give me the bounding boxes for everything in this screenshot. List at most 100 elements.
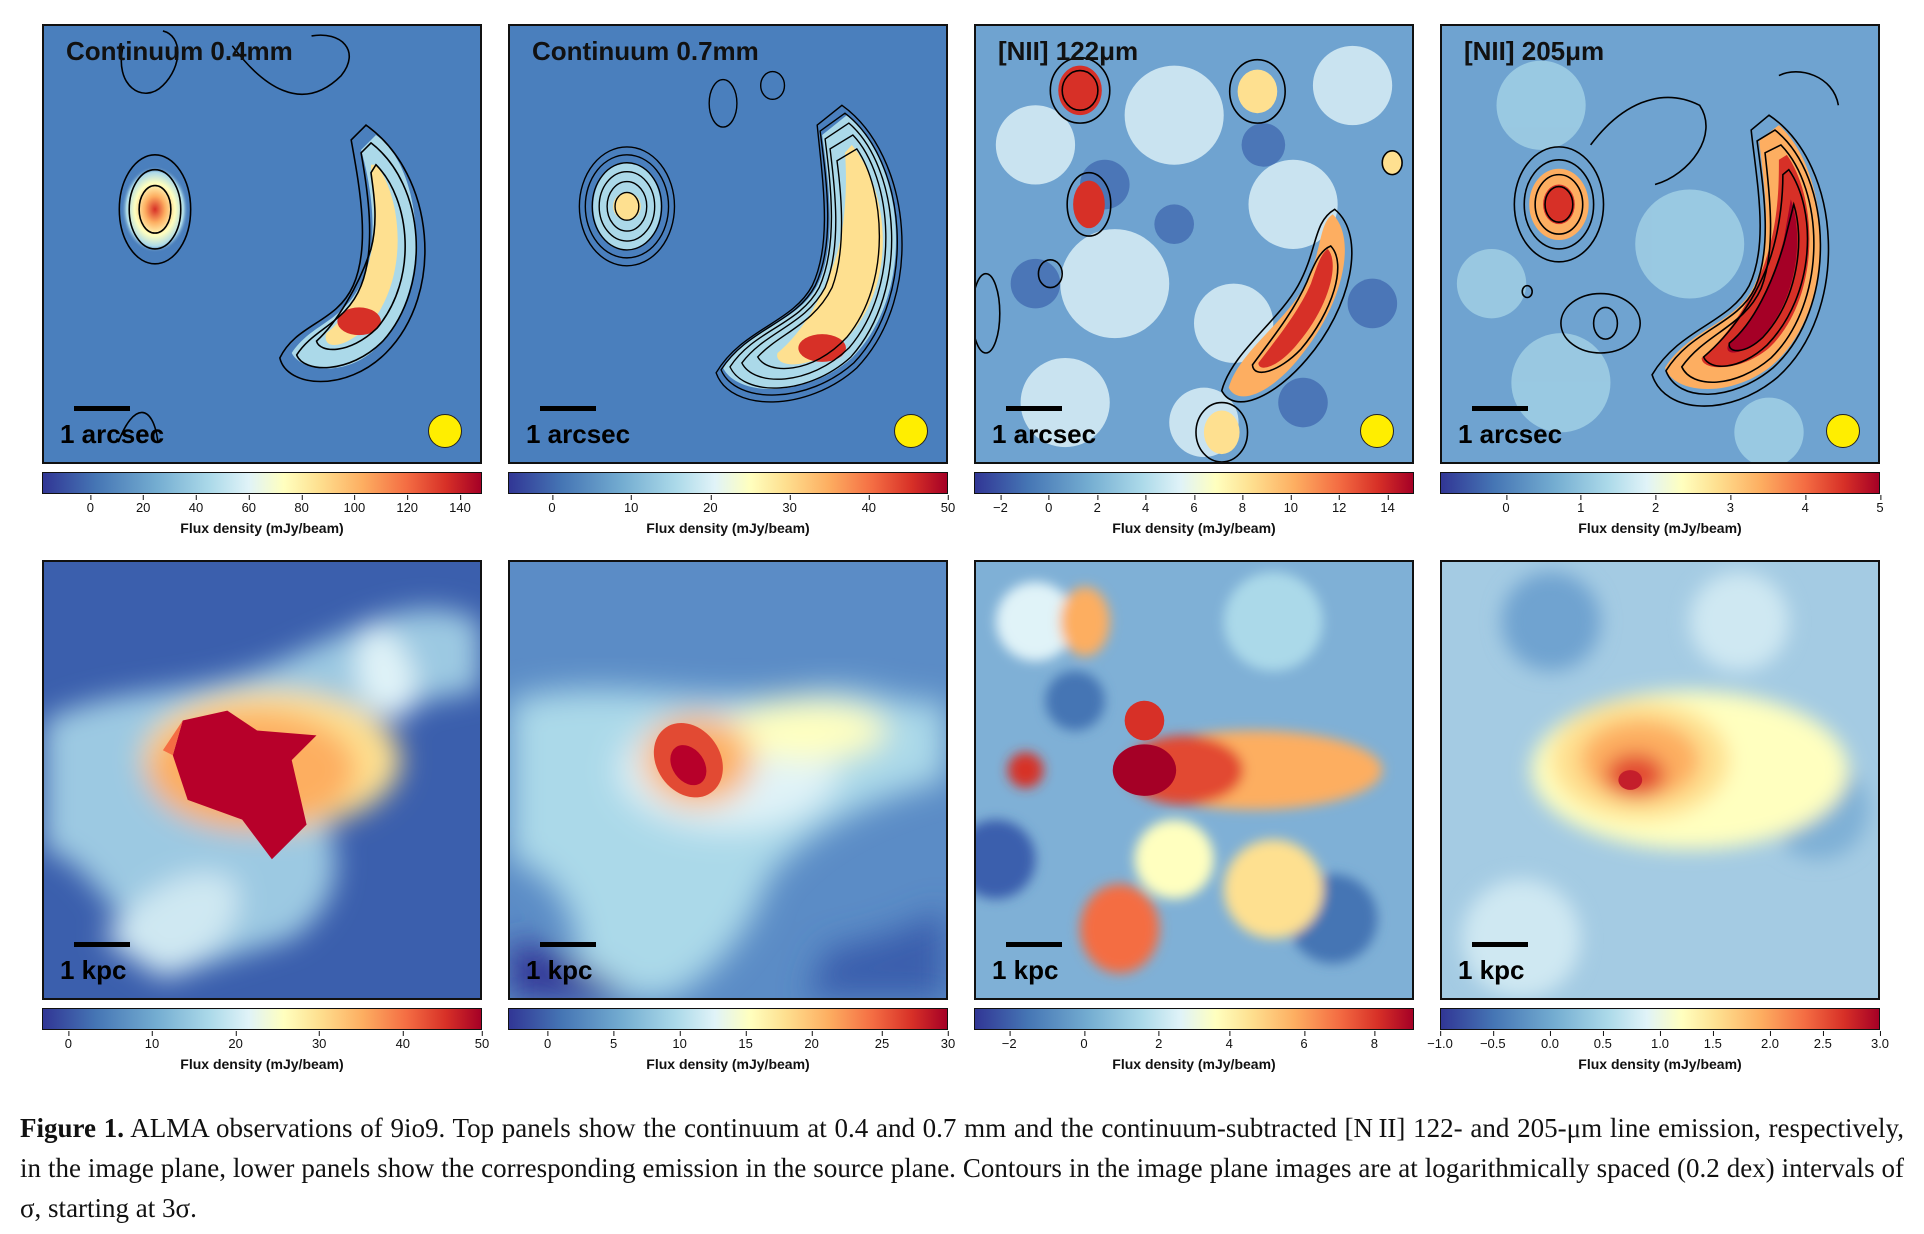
colorbar-tick-label: 6 <box>1300 1031 1308 1051</box>
colorbar <box>1440 1008 1880 1030</box>
colorbar-label: Flux density (mJy/beam) <box>1578 520 1742 536</box>
scale-bar-label: 1 kpc <box>60 955 127 985</box>
colorbar-tick-label: 0 <box>1045 495 1053 515</box>
colorbar-label: Flux density (mJy/beam) <box>180 520 344 536</box>
colorbar-ticks: −1.0 −0.5 0.0 0.5 1.0 1.5 2.0 2.5 3.0 <box>1427 1031 1889 1058</box>
figure-1: Continuum 0.4mm 1 arcsec <box>42 24 1889 1072</box>
colorbar-tick-label: 0 <box>64 1031 73 1051</box>
colorbar-tick-label: 20 <box>703 495 718 515</box>
colorbar-tick-label: −0.5 <box>1479 1031 1506 1051</box>
colorbar-tick-label: 30 <box>311 1031 327 1051</box>
colorbar-tick-label: 40 <box>188 495 204 515</box>
colorbar-ticks: −2 0 2 4 6 8 <box>974 1031 1414 1058</box>
scale-bar-label: 1 arcsec <box>60 419 165 449</box>
beam-ellipse <box>1826 414 1860 448</box>
colorbar-tick-label: 2 <box>1651 495 1660 515</box>
scale-bar: 1 kpc <box>1458 942 1528 986</box>
colorbar-tick-label: 40 <box>861 495 877 515</box>
colorbar <box>1440 472 1880 494</box>
colorbar-tick-label: 12 <box>1331 495 1347 515</box>
colorbar-tick-label: 100 <box>343 495 366 515</box>
colorbar-tick-label: 30 <box>940 1031 956 1051</box>
colorbar-tick-label: 1.0 <box>1650 1031 1670 1051</box>
colorbar-ticks: 0 5 10 15 20 25 30 <box>508 1031 955 1058</box>
colorbar-tick-label: 50 <box>940 495 956 515</box>
colorbar-tick-label: 8 <box>1370 1031 1379 1051</box>
colorbar-tick-label: 2 <box>1093 495 1101 515</box>
scale-bar: 1 arcsec <box>60 406 164 450</box>
colorbar-tick-label: 1 <box>1577 495 1585 515</box>
scale-bar: 1 arcsec <box>1458 406 1562 450</box>
panel-nii-205um-image-plane: [NII] 205μm 1 arcsec <box>1440 24 1880 464</box>
panel-title: Continuum 0.4mm <box>66 36 293 66</box>
colorbar-tick-label: 140 <box>449 495 471 515</box>
colorbar-tick-label: 20 <box>804 1031 819 1051</box>
colorbar-tick-label: 5 <box>1876 495 1884 515</box>
panel-continuum-0p7mm-source-plane: 1 kpc <box>508 560 948 1000</box>
scale-bar-label: 1 kpc <box>992 955 1059 985</box>
colorbar-tick-label: 0.5 <box>1593 1031 1612 1051</box>
colorbar-tick-label: 2 <box>1155 1031 1163 1051</box>
colorbar-tick-label: 50 <box>474 1031 490 1051</box>
colorbar-label: Flux density (mJy/beam) <box>180 1056 344 1072</box>
colorbar <box>974 472 1414 494</box>
scale-bar-label: 1 arcsec <box>992 419 1097 449</box>
scale-bar: 1 kpc <box>992 942 1062 986</box>
colorbar-tick-label: 30 <box>782 495 797 515</box>
colorbar <box>42 1008 482 1030</box>
scale-bar-label: 1 arcsec <box>526 419 631 449</box>
beam-ellipse <box>428 414 462 448</box>
colorbar-tick-label: 3 <box>1726 495 1735 515</box>
colorbar-tick-label: 40 <box>395 1031 411 1051</box>
colorbar-ticks: −2 0 2 4 6 8 10 12 14 <box>974 495 1414 522</box>
colorbar-tick-label: 15 <box>738 1031 753 1051</box>
panel-title: [NII] 205μm <box>1464 36 1605 66</box>
colorbar-label: Flux density (mJy/beam) <box>1112 1056 1276 1072</box>
colorbar-tick-label: 10 <box>672 1031 687 1051</box>
colorbar-tick-label: 10 <box>623 495 639 515</box>
colorbar-tick-label: 4 <box>1801 495 1809 515</box>
colorbar-tick-label: 8 <box>1238 495 1247 515</box>
colorbar-tick-label: −2 <box>1001 1031 1017 1051</box>
panel-title: Continuum 0.7mm <box>532 36 759 66</box>
colorbar-tick-label: 10 <box>144 1031 160 1051</box>
colorbar-ticks: 0 10 20 30 40 50 <box>42 1031 489 1058</box>
figure-caption: Figure 1. ALMA observations of 9io9. Top… <box>20 1108 1904 1228</box>
beam-ellipse <box>1360 414 1394 448</box>
colorbar-tick-label: 0 <box>1080 1031 1088 1051</box>
colorbar-tick-label: 20 <box>135 495 151 515</box>
colorbar-tick-label: 2.0 <box>1760 1031 1780 1051</box>
colorbar-tick-label: 3.0 <box>1870 1031 1890 1051</box>
caption-text: ALMA observations of 9io9. Top panels sh… <box>20 1113 1904 1223</box>
colorbar-tick-label: 120 <box>396 495 419 515</box>
scale-bar: 1 arcsec <box>992 406 1096 450</box>
colorbar-tick-label: 2.5 <box>1813 1031 1832 1051</box>
colorbar-tick-label: 6 <box>1190 495 1198 515</box>
colorbar-tick-label: 14 <box>1380 495 1395 515</box>
colorbar <box>42 472 482 494</box>
panel-title: [NII] 122μm <box>998 36 1139 66</box>
colorbar-tick-label: 0 <box>548 495 556 515</box>
colorbar-tick-label: 0 <box>543 1031 552 1051</box>
panel-continuum-0p4mm-source-plane: 1 kpc <box>42 560 482 1000</box>
colorbar-tick-label: 10 <box>1283 495 1299 515</box>
colorbar <box>974 1008 1414 1030</box>
colorbar-tick-label: −2 <box>992 495 1008 515</box>
colorbar-tick-label: 4 <box>1225 1031 1233 1051</box>
colorbar-tick-label: 80 <box>294 495 309 515</box>
scale-bar-label: 1 arcsec <box>1458 419 1563 449</box>
colorbar-tick-label: 5 <box>609 1031 618 1051</box>
colorbar-ticks: 0 20 40 60 80 100 120 140 <box>42 495 482 522</box>
colorbar-label: Flux density (mJy/beam) <box>646 1056 810 1072</box>
colorbar-tick-label: 0 <box>1502 495 1510 515</box>
beam-ellipse <box>894 414 928 448</box>
colorbar-tick-label: 20 <box>228 1031 243 1051</box>
colorbar-tick-label: 1.5 <box>1703 1031 1722 1051</box>
colorbar-label: Flux density (mJy/beam) <box>646 520 810 536</box>
colorbar-tick-label: 0.0 <box>1540 1031 1560 1051</box>
scale-bar-label: 1 kpc <box>526 955 593 985</box>
colorbar-tick-label: 60 <box>241 495 257 515</box>
colorbar-tick-label: 25 <box>874 1031 890 1051</box>
panel-nii-205um-source-plane: 1 kpc <box>1440 560 1880 1000</box>
colorbar-ticks: 0 10 20 30 40 50 <box>508 495 955 522</box>
